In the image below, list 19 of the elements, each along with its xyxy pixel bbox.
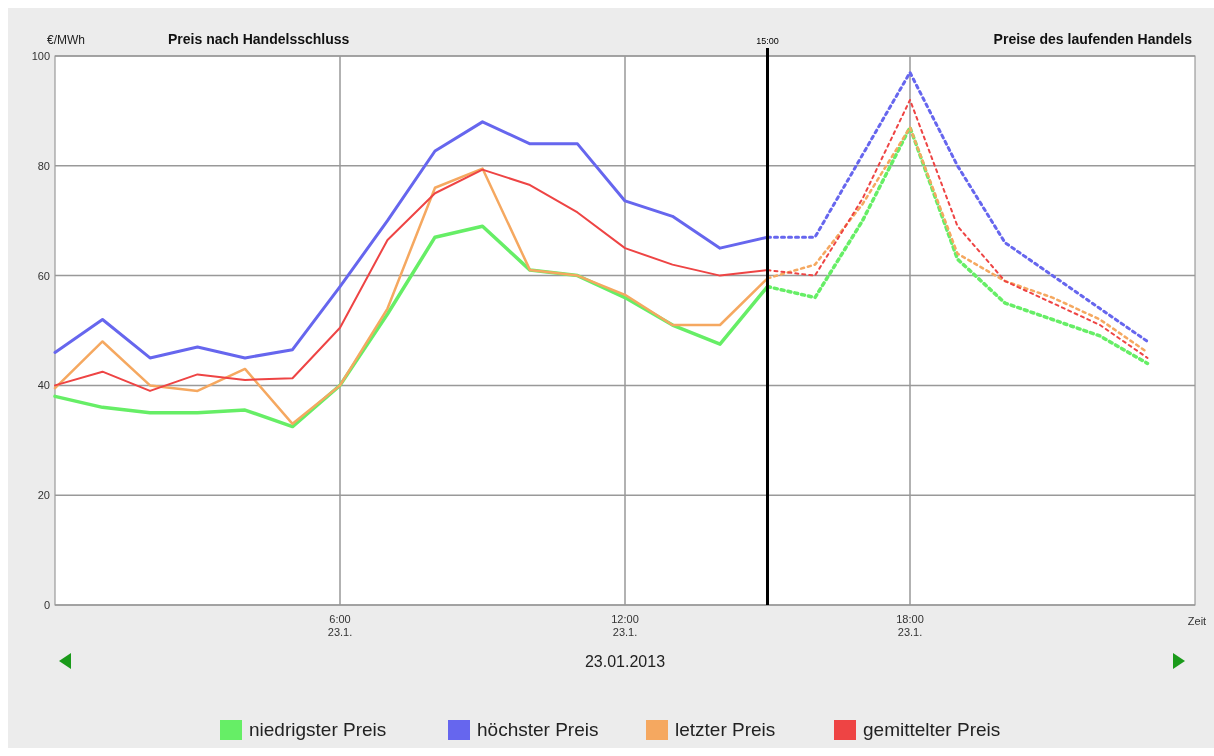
x-tick-label: 18:00 23.1. [896, 613, 924, 638]
x-tick-label: 6:00 23.1. [327, 613, 353, 638]
y-tick-label: 20 [37, 489, 50, 502]
legend-label: höchster Preis [477, 719, 599, 740]
x-axis-title: Zeit [1187, 615, 1207, 627]
chart-title: Preis nach Handelsschluss [168, 31, 350, 47]
chart-subtitle: Preise des laufenden Handels [993, 31, 1193, 47]
y-tick-label: 80 [37, 159, 50, 172]
text: 23.01.2013 [584, 653, 666, 670]
y-tick-label: 60 [37, 269, 50, 282]
ref-line-label: 15:00 [756, 36, 779, 46]
legend-label: letzter Preis [675, 719, 776, 740]
y-tick-label: 40 [37, 379, 50, 392]
y-tick-label: 0 [43, 599, 50, 611]
y-axis-title: €/MWh [47, 33, 86, 47]
legend-label: niedrigster Preis [249, 719, 387, 740]
y-tick-label: 100 [31, 50, 50, 62]
legend-label: gemittelter Preis [863, 719, 1001, 740]
x-tick-label: 12:00 23.1. [611, 613, 639, 638]
